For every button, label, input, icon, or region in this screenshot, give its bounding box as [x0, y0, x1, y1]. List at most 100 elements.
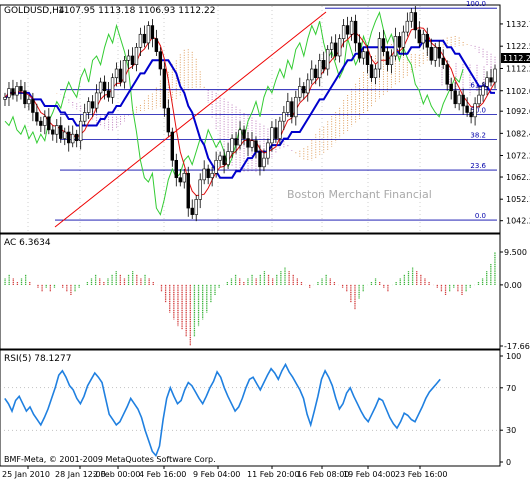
- candle-body: [178, 177, 182, 183]
- candle-body: [146, 25, 151, 44]
- candle-body: [310, 68, 314, 81]
- candle-body: [47, 116, 51, 131]
- candle-body: [485, 77, 489, 87]
- main-y-tick-label: 1092.60: [506, 107, 530, 116]
- candle-body: [294, 96, 298, 118]
- candle-body: [7, 88, 11, 98]
- candle-body: [182, 173, 186, 183]
- candle-body: [19, 86, 23, 92]
- candlesticks: [3, 6, 497, 222]
- x-tick-label: 19 Feb 04:00: [343, 470, 395, 479]
- candle-body: [198, 179, 202, 200]
- candle-body: [35, 112, 39, 122]
- candle-body: [389, 55, 394, 65]
- candle-body: [130, 55, 135, 65]
- candle-body: [409, 12, 414, 22]
- main-y-tick-label: 1062.30: [506, 173, 530, 182]
- candle-body: [90, 101, 95, 109]
- candle-body: [138, 33, 143, 48]
- fibonacci-trendline: [54, 11, 327, 228]
- candle-body: [55, 125, 59, 135]
- candle-body: [322, 60, 326, 70]
- candle-body: [270, 127, 274, 144]
- ac-histogram: [4, 252, 496, 346]
- candle-body: [23, 90, 27, 105]
- candle-body: [282, 112, 286, 122]
- candle-body: [345, 25, 350, 35]
- candle-body: [174, 159, 178, 178]
- x-tick-label: 23 Feb 16:00: [395, 470, 447, 479]
- candle-body: [31, 99, 35, 113]
- fib-level-label: 38.2: [470, 132, 486, 140]
- ac-y-tick-label: 9.500: [504, 248, 527, 257]
- candle-body: [262, 157, 266, 168]
- candle-body: [266, 142, 270, 159]
- candle-body: [206, 168, 210, 178]
- candle-body: [337, 38, 342, 57]
- candle-body: [433, 46, 437, 61]
- candle-body: [166, 107, 171, 133]
- candle-body: [186, 173, 190, 209]
- main-y-tick-label: 1082.40: [506, 129, 530, 138]
- candle-body: [118, 68, 123, 83]
- candle-body: [477, 94, 481, 105]
- candle-body: [397, 36, 402, 48]
- rsi-y-tick-label: 0: [506, 458, 511, 467]
- candle-body: [210, 173, 214, 178]
- fib-level-label: 100.0: [466, 0, 486, 8]
- candle-body: [314, 68, 318, 79]
- candle-body: [274, 127, 278, 139]
- candle-body: [357, 42, 362, 59]
- rsi-curve: [4, 362, 441, 458]
- fib-level-label: 0.0: [475, 212, 486, 220]
- candle-body: [43, 116, 47, 126]
- candle-body: [453, 90, 457, 105]
- candle-body: [59, 125, 63, 139]
- candle-body: [417, 29, 422, 44]
- candle-body: [106, 90, 111, 98]
- candle-body: [493, 68, 497, 83]
- candle-body: [405, 20, 410, 33]
- main-y-tick-label: 1072.20: [506, 152, 530, 161]
- candle-body: [373, 68, 378, 79]
- candle-body: [361, 51, 366, 59]
- candle-body: [286, 101, 290, 113]
- candle-body: [278, 120, 282, 139]
- candle-body: [258, 151, 262, 168]
- candle-body: [465, 105, 469, 113]
- candle-body: [15, 86, 19, 96]
- ac-header: AC 6.3634: [4, 238, 51, 248]
- candle-body: [365, 51, 370, 65]
- candle-body: [333, 42, 338, 57]
- candle-body: [369, 64, 374, 79]
- indicator-lines: [4, 10, 496, 216]
- candle-body: [469, 112, 473, 118]
- candle-body: [222, 155, 226, 165]
- x-tick-label: 9 Feb 04:00: [193, 470, 240, 479]
- watermark: Boston Merchant Financial: [287, 188, 432, 201]
- candle-body: [318, 60, 322, 79]
- candle-body: [110, 77, 115, 98]
- candle-body: [122, 60, 127, 83]
- candle-body: [413, 12, 418, 31]
- candle-body: [114, 68, 119, 79]
- ac-y-tick-label: 0.00: [504, 281, 522, 290]
- candle-body: [194, 199, 198, 215]
- candle-body: [86, 101, 91, 113]
- candle-body: [234, 138, 238, 146]
- main-y-tick-label: 1042.20: [506, 217, 530, 226]
- candle-body: [67, 131, 71, 144]
- candle-body: [445, 64, 449, 85]
- candle-body: [162, 68, 167, 109]
- x-tick-label: 11 Feb 20:00: [247, 470, 299, 479]
- chikou-span-line: [4, 10, 464, 216]
- candle-body: [449, 83, 453, 92]
- candle-body: [329, 42, 334, 50]
- rsi-grid: [0, 387, 500, 431]
- candle-body: [82, 112, 87, 122]
- main-y-tick-label: 1112.25: [506, 64, 530, 73]
- candle-body: [393, 36, 398, 57]
- rsi-y-axis: 100 70 30 0: [500, 352, 521, 467]
